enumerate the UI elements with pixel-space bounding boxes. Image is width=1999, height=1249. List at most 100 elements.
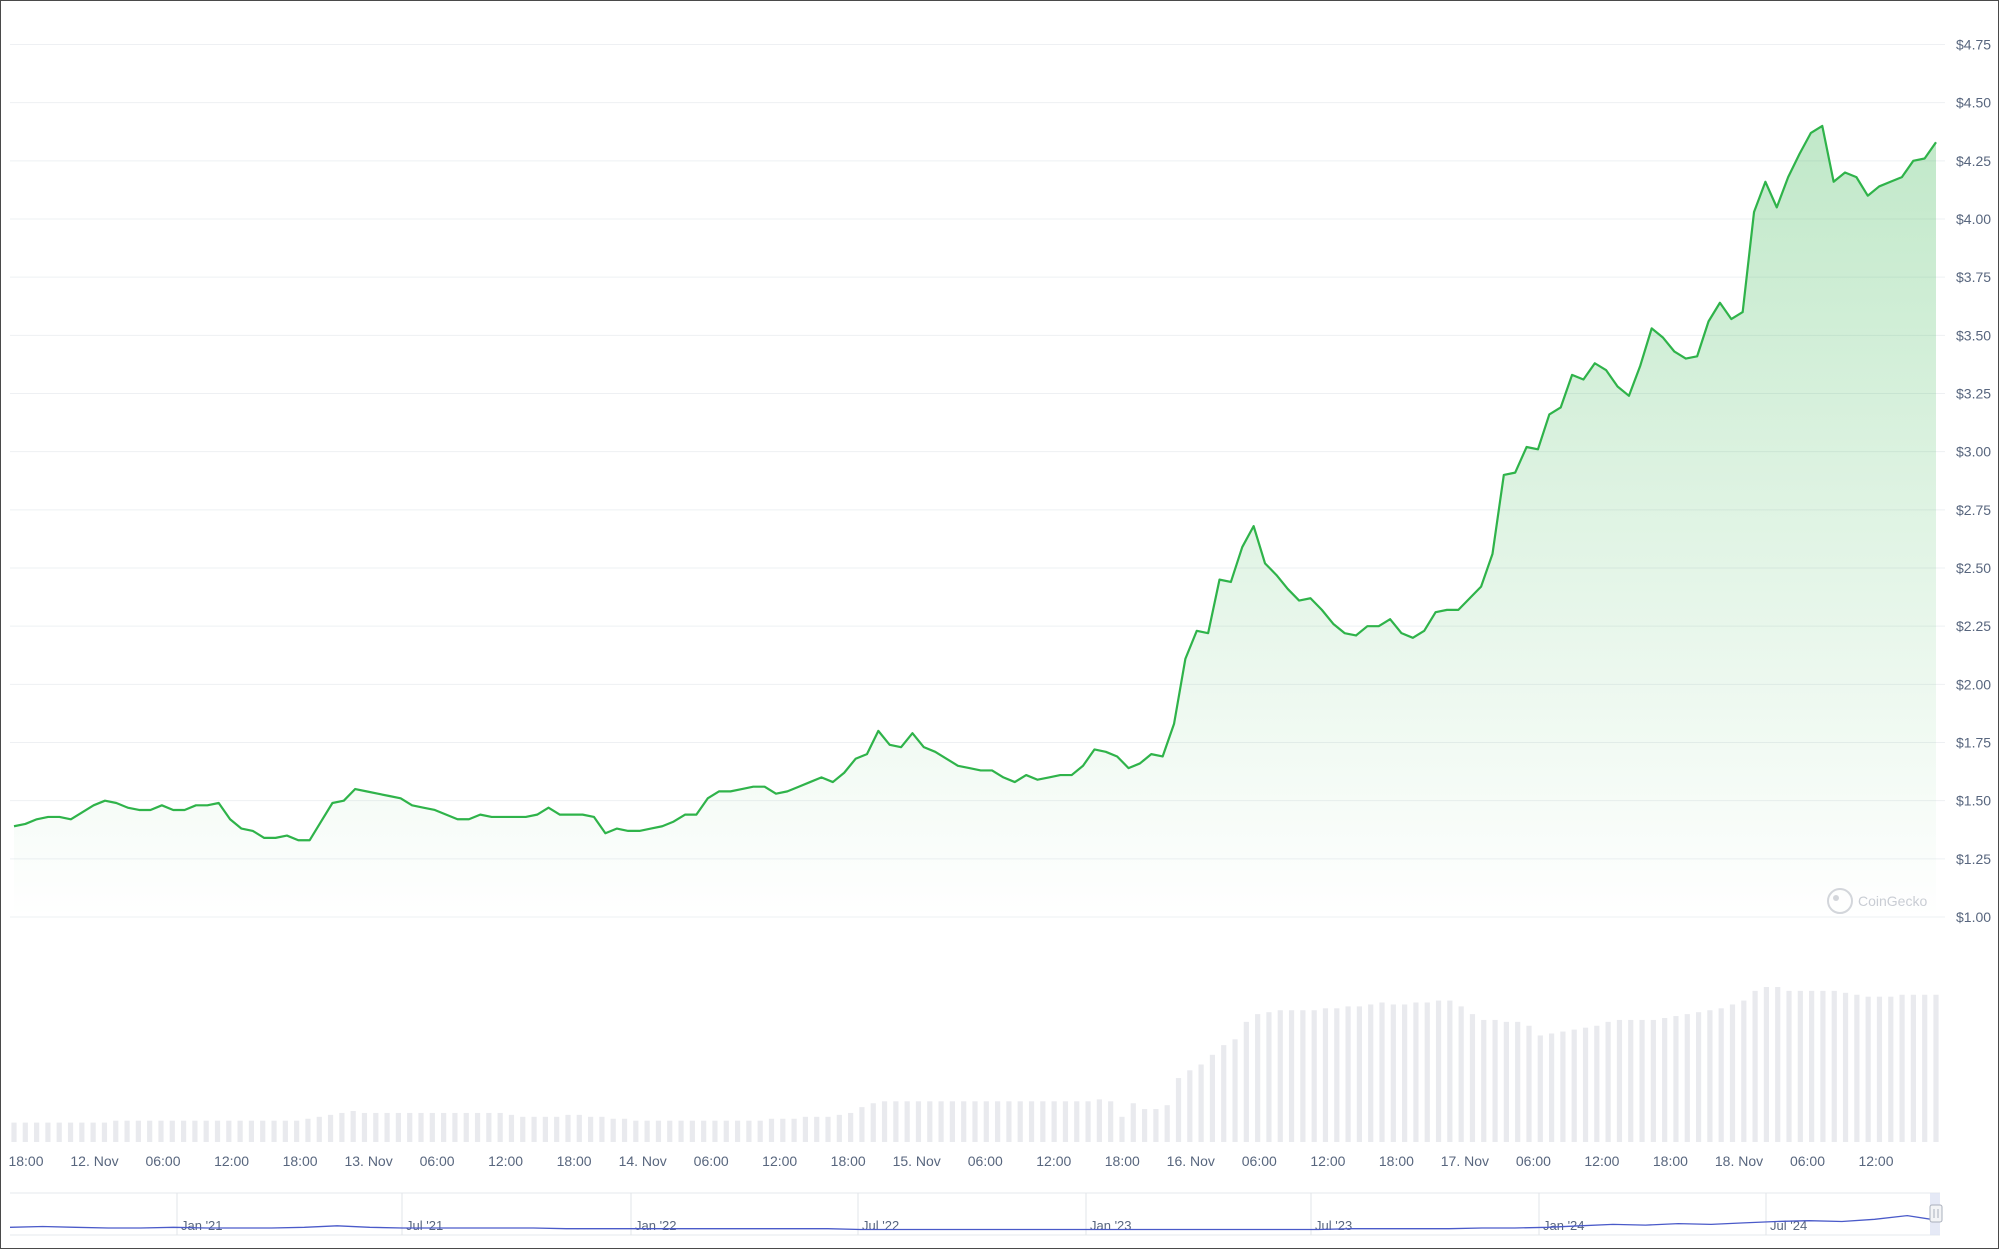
volume-bar bbox=[169, 1120, 175, 1142]
y-tick-label: $3.00 bbox=[1956, 444, 1991, 460]
volume-bar bbox=[1639, 1019, 1645, 1142]
watermark-text: CoinGecko bbox=[1858, 893, 1927, 909]
volume-bar bbox=[1582, 1027, 1589, 1142]
volume-bar bbox=[90, 1122, 96, 1143]
volume-bar bbox=[576, 1114, 582, 1143]
volume-bar bbox=[429, 1112, 435, 1142]
volume-bar bbox=[1820, 990, 1826, 1143]
x-tick-label: 12:00 bbox=[1310, 1153, 1345, 1169]
volume-bar bbox=[486, 1112, 492, 1142]
y-tick-label: $2.00 bbox=[1956, 676, 1991, 692]
volume-bar bbox=[452, 1112, 458, 1142]
volume-bar bbox=[961, 1101, 967, 1142]
x-tick-label: 06:00 bbox=[1242, 1153, 1277, 1169]
volume-bar bbox=[260, 1120, 266, 1142]
y-tick-label: $1.00 bbox=[1956, 909, 1991, 925]
volume-bar bbox=[938, 1101, 944, 1142]
volume-bar bbox=[904, 1101, 910, 1142]
volume-bar bbox=[1232, 1039, 1238, 1142]
volume-bar bbox=[294, 1120, 300, 1142]
x-tick-label: 06:00 bbox=[1516, 1153, 1551, 1169]
volume-bar bbox=[395, 1112, 401, 1142]
volume-bar bbox=[1605, 1021, 1611, 1142]
volume-bar bbox=[1888, 996, 1894, 1142]
x-tick-label: 18. Nov bbox=[1715, 1153, 1763, 1169]
x-tick-label: 18:00 bbox=[1105, 1153, 1140, 1169]
volume-bar bbox=[1322, 1008, 1329, 1142]
volume-bar bbox=[1809, 990, 1815, 1143]
volume-bar bbox=[361, 1112, 368, 1142]
volume-bar bbox=[1786, 990, 1792, 1143]
volume-bar bbox=[915, 1101, 922, 1142]
volume-bar bbox=[508, 1114, 515, 1143]
navigator-handle[interactable] bbox=[1929, 1204, 1943, 1223]
volume-bar bbox=[203, 1120, 209, 1142]
x-tick-label: 14. Nov bbox=[619, 1153, 667, 1169]
volume-bar bbox=[949, 1101, 955, 1142]
volume-bar bbox=[1695, 1012, 1702, 1142]
y-tick-label: $2.25 bbox=[1956, 618, 1991, 634]
volume-bar bbox=[1085, 1101, 1091, 1142]
volume-bar bbox=[158, 1120, 164, 1142]
volume-bar bbox=[1673, 1016, 1679, 1142]
volume-bar bbox=[1074, 1101, 1080, 1142]
volume-bar bbox=[870, 1103, 876, 1142]
x-tick-label: 13. Nov bbox=[344, 1153, 392, 1169]
volume-bar bbox=[983, 1101, 989, 1142]
volume-bar bbox=[1243, 1021, 1249, 1142]
x-tick-label: 12:00 bbox=[214, 1153, 249, 1169]
volume-bar bbox=[384, 1112, 390, 1142]
volume-bar bbox=[1288, 1010, 1295, 1142]
y-tick-label: $3.75 bbox=[1956, 269, 1991, 285]
volume-bar bbox=[1707, 1010, 1713, 1142]
volume-bar bbox=[101, 1122, 108, 1143]
volume-bar bbox=[305, 1118, 311, 1142]
range-navigator[interactable]: Jan '21 Jul '21 Jan '22 Jul '22 Jan '23 Jul '… bbox=[9, 1192, 1943, 1236]
volume-bar bbox=[1616, 1019, 1623, 1142]
x-tick-label: 12:00 bbox=[488, 1153, 523, 1169]
volume-bar bbox=[836, 1114, 842, 1143]
volume-bar bbox=[1334, 1008, 1340, 1142]
volume-bar bbox=[791, 1118, 797, 1142]
volume-bar bbox=[678, 1120, 684, 1142]
volume-bar bbox=[1481, 1019, 1487, 1142]
volume-bar bbox=[1752, 990, 1758, 1143]
volume-bar bbox=[1492, 1019, 1498, 1142]
y-tick-label: $2.75 bbox=[1956, 502, 1991, 518]
price-area-fill bbox=[14, 125, 1936, 918]
volume-bar bbox=[1028, 1101, 1035, 1142]
volume-bar bbox=[1221, 1045, 1227, 1143]
volume-bar bbox=[848, 1112, 854, 1142]
x-tick-label: 12. Nov bbox=[70, 1153, 118, 1169]
volume-bar bbox=[1277, 1010, 1283, 1142]
x-tick-label: 06:00 bbox=[420, 1153, 455, 1169]
volume-bar bbox=[1119, 1116, 1125, 1142]
navigator-tick-label: Jan '23 bbox=[1090, 1218, 1132, 1233]
volume-bar bbox=[316, 1116, 322, 1142]
x-tick-label: 17. Nov bbox=[1441, 1153, 1489, 1169]
volume-bar bbox=[1910, 994, 1916, 1142]
volume-bar bbox=[1175, 1078, 1182, 1142]
volume-bar bbox=[1345, 1006, 1351, 1143]
volume-bar bbox=[22, 1122, 28, 1143]
volume-bar bbox=[565, 1114, 571, 1143]
volume-bar bbox=[1209, 1054, 1216, 1142]
volume-bar bbox=[520, 1116, 526, 1142]
volume-bar bbox=[1684, 1014, 1690, 1143]
x-tick-label: 06:00 bbox=[968, 1153, 1003, 1169]
volume-bar bbox=[1435, 1000, 1442, 1142]
navigator-tick-label: Jan '21 bbox=[181, 1218, 223, 1233]
y-tick-label: $4.00 bbox=[1956, 211, 1991, 227]
volume-bar bbox=[1390, 1004, 1396, 1142]
volume-bar bbox=[11, 1122, 17, 1143]
x-tick-label: 18:00 bbox=[1653, 1153, 1688, 1169]
x-tick-label: 12:00 bbox=[1858, 1153, 1893, 1169]
volume-bar bbox=[644, 1120, 650, 1142]
volume-bar bbox=[599, 1116, 605, 1142]
volume-bar bbox=[226, 1120, 232, 1142]
x-tick-label: 15. Nov bbox=[893, 1153, 941, 1169]
volume-bar bbox=[407, 1112, 413, 1142]
volume-bar bbox=[927, 1101, 933, 1142]
volume-bar bbox=[237, 1120, 243, 1142]
